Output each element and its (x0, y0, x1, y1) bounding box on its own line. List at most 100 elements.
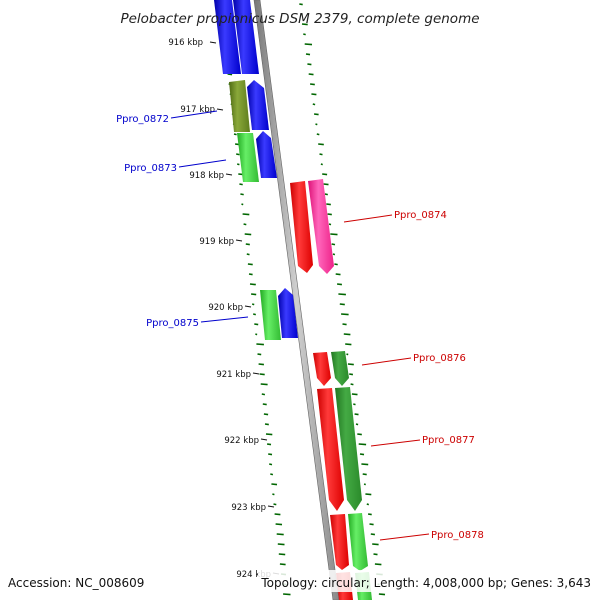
gene-label-ppro-0875[interactable]: Ppro_0875 (146, 316, 249, 329)
tick-label: 919 kbp (199, 237, 234, 247)
scale-ticks: 916 kbp 917 kbp 918 kbp 919 kbp 920 kbp … (168, 38, 280, 580)
footer-background (258, 570, 596, 592)
gc-dot (266, 443, 272, 446)
svg-text:Ppro_0877: Ppro_0877 (422, 435, 475, 446)
gc-dot (363, 483, 366, 486)
gc-dot (374, 563, 382, 566)
gc-dot (278, 553, 286, 556)
gene-feature-minus (229, 80, 250, 132)
gc-dot (248, 273, 253, 276)
gene-feature-minus (237, 133, 259, 182)
gc-dot (309, 83, 315, 86)
gc-dot (358, 443, 367, 446)
tick-label: 922 kbp (224, 436, 259, 446)
gc-dot (349, 373, 354, 376)
minus-strand-track (214, 0, 298, 340)
gc-dot (328, 223, 332, 226)
gc-dot (240, 193, 244, 196)
gc-dot (268, 453, 273, 456)
gc-dot (347, 363, 354, 366)
gene-labels: Ppro_0872 Ppro_0873 Ppro_0874 Ppro_0875 … (116, 110, 484, 541)
gc-dot (350, 383, 354, 386)
gc-dot (283, 593, 291, 596)
gc-dot (354, 413, 359, 416)
gene-label-ppro-0872[interactable]: Ppro_0872 (116, 110, 218, 125)
tick-label: 924 kbp (236, 570, 271, 580)
gc-dot (269, 463, 273, 466)
tick: 919 kbp (199, 237, 243, 247)
gc-dot (331, 243, 336, 246)
gc-dot (276, 533, 284, 536)
gc-dot (246, 253, 250, 256)
gc-dot (258, 363, 264, 366)
gc-dot (361, 463, 369, 466)
tick: 920 kbp (208, 303, 252, 313)
gc-dot (373, 553, 378, 556)
tick: 917 kbp (180, 105, 224, 115)
tick: 922 kbp (224, 436, 268, 446)
gc-dot (359, 453, 365, 456)
gc-dot (236, 153, 240, 156)
gene-label-ppro-0873[interactable]: Ppro_0873 (124, 159, 227, 174)
gene-feature-plus (290, 181, 313, 273)
gc-dot (346, 353, 349, 356)
gene-feature-plus (331, 351, 349, 386)
tick: 923 kbp (231, 503, 275, 513)
gc-dot (362, 473, 367, 476)
gc-dot (251, 303, 255, 306)
gc-dot (277, 543, 285, 546)
gc-dot (245, 243, 250, 246)
gc-dot (254, 323, 259, 326)
gc-dot (272, 493, 275, 496)
gene-feature-minus (256, 131, 277, 178)
gene-feature-plus (330, 514, 349, 570)
gc-dot (264, 423, 269, 426)
gc-dot (270, 473, 274, 476)
gene-feature-plus (313, 352, 331, 386)
tick-label: 916 kbp (168, 38, 203, 48)
gene-feature-minus (233, 0, 259, 74)
gc-dot (367, 513, 372, 516)
gene-label-ppro-0878[interactable]: Ppro_0878 (379, 530, 484, 541)
gc-dot (332, 253, 336, 256)
gc-dot (263, 413, 269, 416)
gc-dot (318, 143, 324, 146)
gc-dot (326, 203, 331, 206)
gene-label-ppro-0877[interactable]: Ppro_0877 (370, 435, 475, 447)
gc-dot (239, 183, 243, 186)
gene-feature-plus (317, 388, 344, 511)
gc-dot (299, 3, 303, 6)
gc-dot (320, 163, 323, 166)
tick-label: 920 kbp (208, 303, 243, 313)
gc-dot (262, 403, 267, 406)
gc-dot (271, 483, 278, 486)
gene-feature-minus (278, 288, 298, 338)
svg-text:Ppro_0878: Ppro_0878 (431, 530, 484, 541)
gene-label-ppro-0876[interactable]: Ppro_0876 (361, 353, 466, 366)
gc-dot (343, 333, 351, 336)
gc-dot (303, 33, 306, 36)
gc-dot (311, 93, 317, 96)
gc-dot (304, 43, 313, 46)
gc-dot (253, 313, 256, 316)
gc-dot (330, 233, 338, 236)
tick: 921 kbp (216, 370, 260, 380)
gene-label-ppro-0874[interactable]: Ppro_0874 (343, 210, 447, 223)
tick-label: 921 kbp (216, 370, 251, 380)
gc-dot (353, 403, 356, 406)
gc-dot (233, 133, 237, 136)
gene-feature-minus (247, 80, 269, 130)
tick-label: 917 kbp (180, 105, 215, 115)
gc-dot (274, 513, 281, 516)
gc-dot (256, 343, 264, 346)
gc-dot (244, 233, 252, 236)
gc-dot (323, 183, 329, 186)
gene-feature-plus (308, 179, 334, 274)
tick-label: 918 kbp (189, 171, 224, 181)
map-title: Pelobacter propionicus DSM 2379, complet… (120, 11, 479, 27)
gc-dot (305, 53, 311, 56)
tick: 918 kbp (189, 171, 233, 181)
plus-strand-track (290, 179, 372, 600)
gc-dot (261, 393, 266, 396)
gc-content-track-outer (299, 3, 386, 596)
